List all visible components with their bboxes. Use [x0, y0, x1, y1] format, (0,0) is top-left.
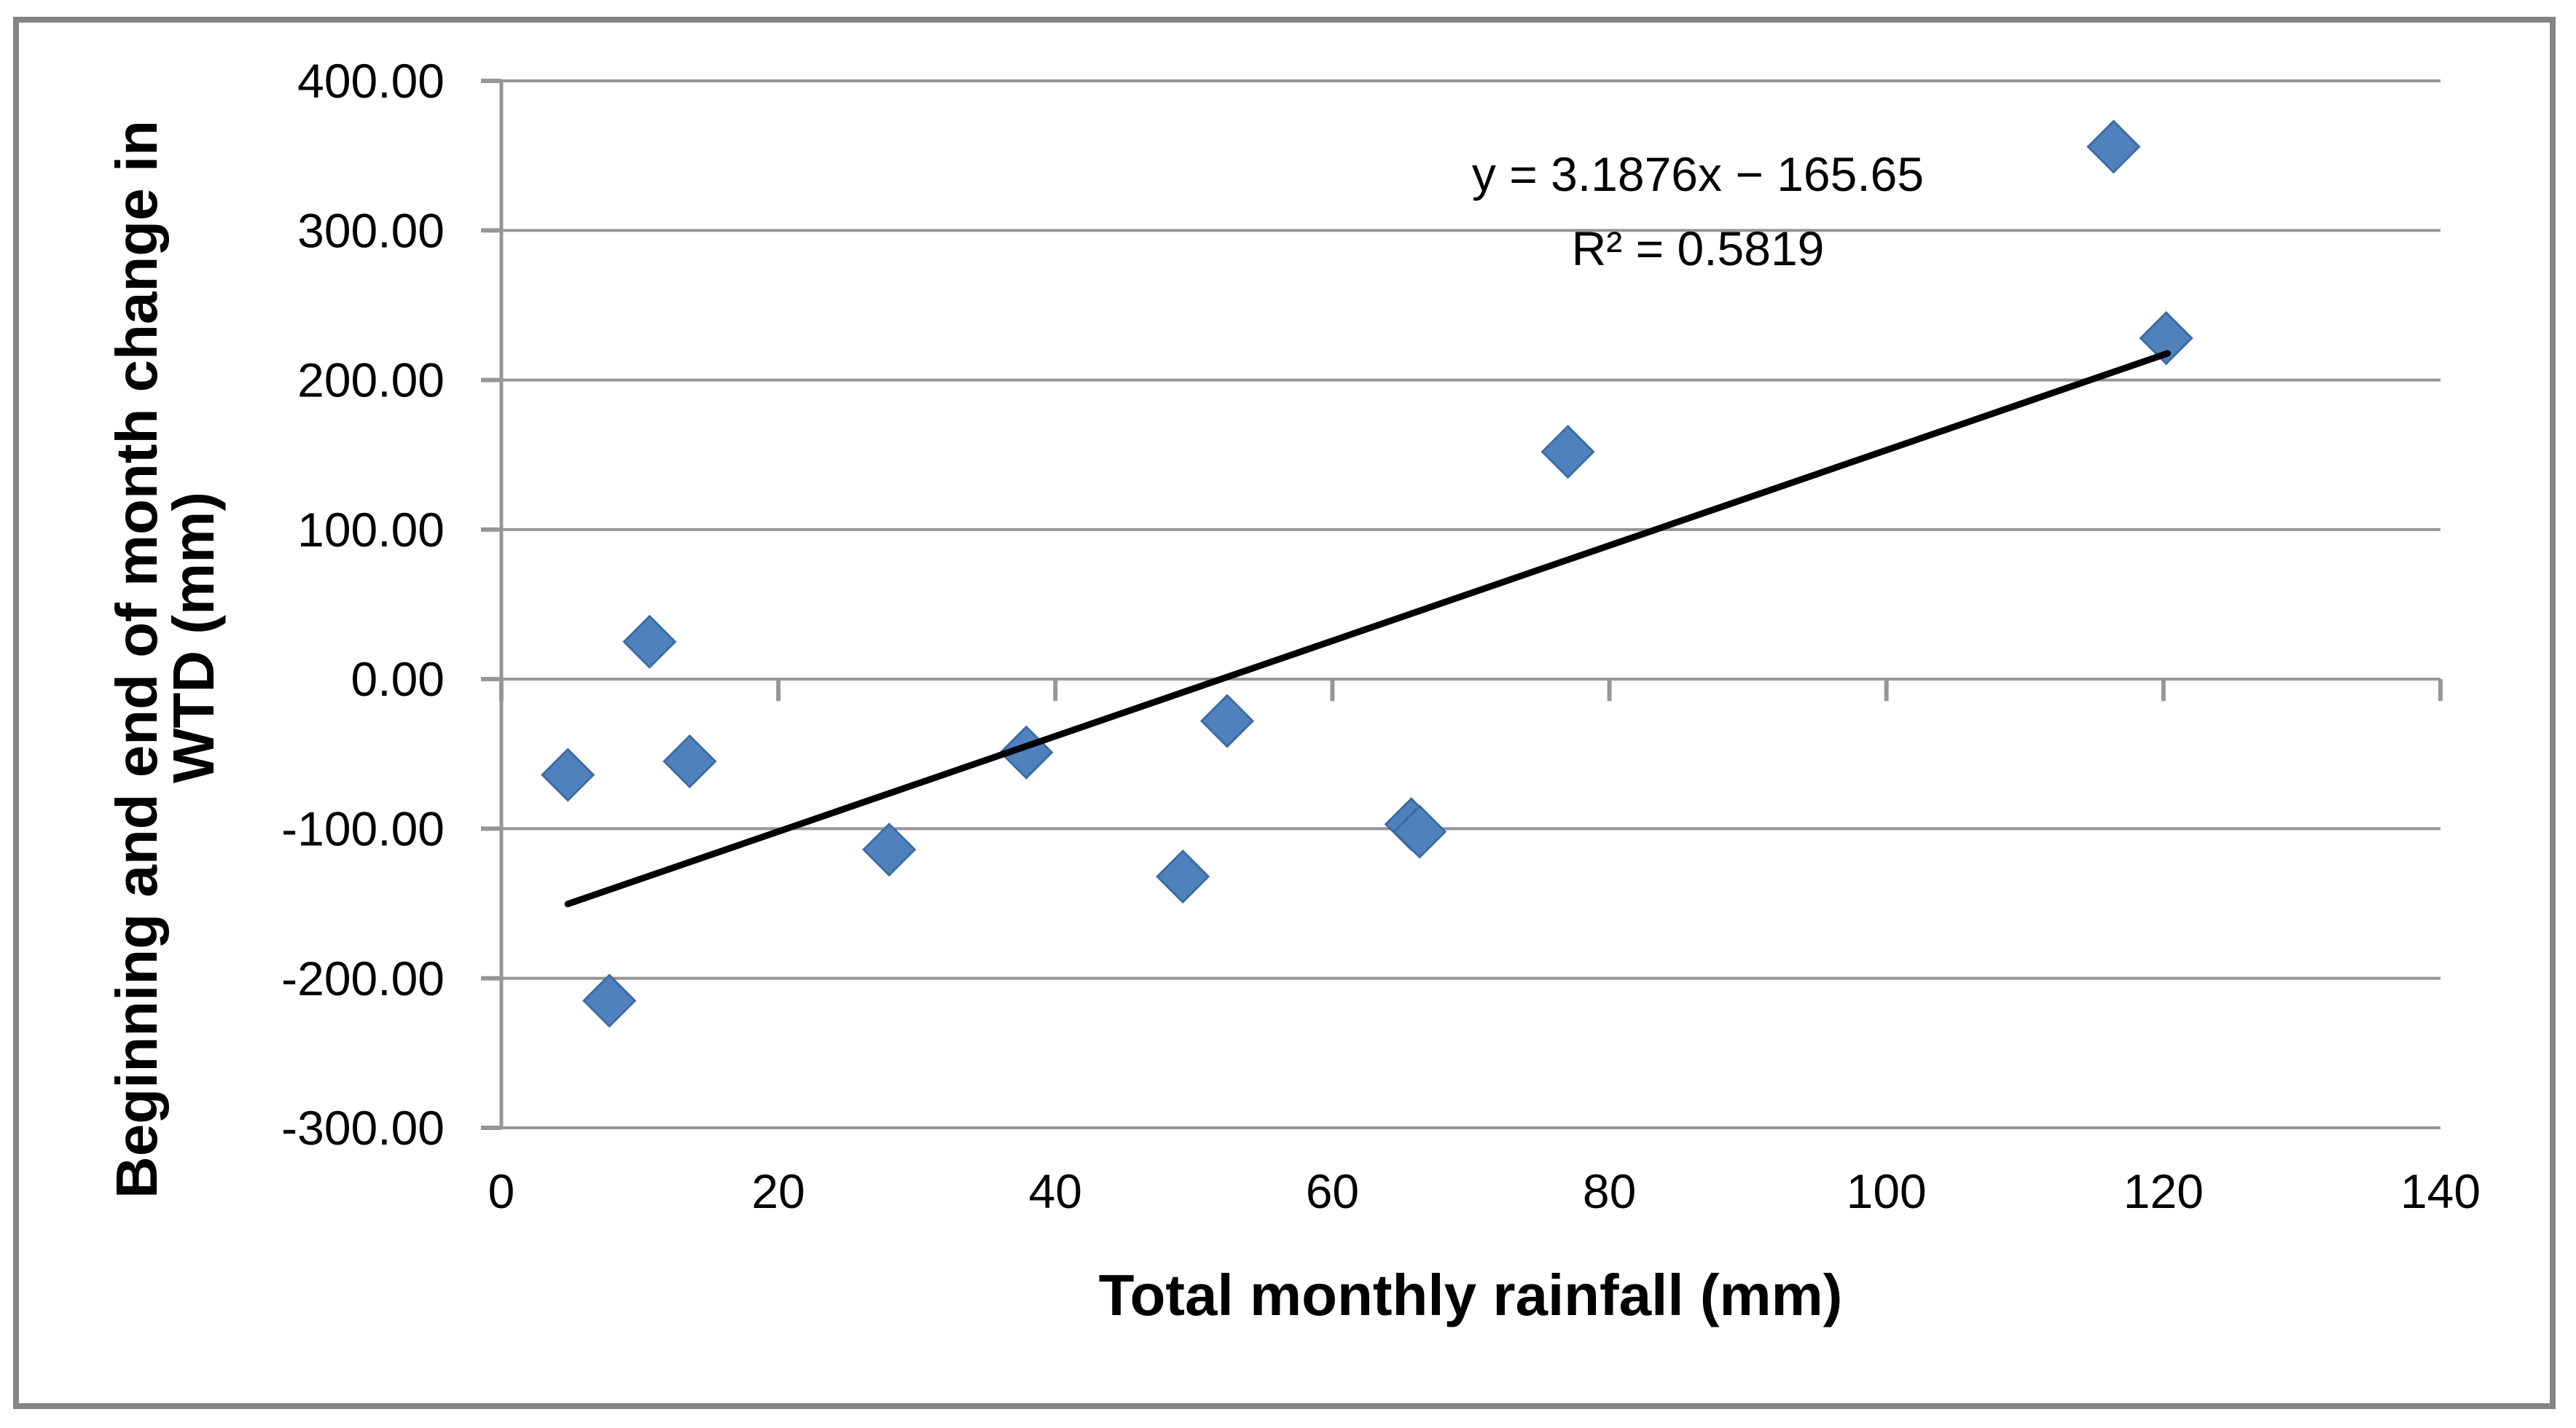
- y-tick-label: -100.00: [281, 802, 445, 856]
- y-axis-title-line2: WTD (mm): [161, 492, 226, 783]
- trendline-layer: [564, 350, 2172, 908]
- trendline-equation: y = 3.1876x − 165.65: [1472, 147, 1924, 201]
- data-point: [622, 614, 677, 669]
- x-tick-label: 40: [1029, 1164, 1082, 1218]
- x-axis-title: Total monthly rainfall (mm): [1099, 1263, 1843, 1327]
- data-point: [1393, 804, 1447, 859]
- y-tick-label: 200.00: [297, 353, 445, 407]
- data-point: [582, 973, 637, 1028]
- trendline: [564, 350, 2172, 908]
- y-axis-title-line1: Beginning and end of month change in: [104, 120, 169, 1198]
- tick-labels: 400.00 300.00 200.00 100.00 0.00 -100.00 -200.…: [281, 54, 2481, 1218]
- y-tick-label: -300.00: [281, 1101, 445, 1155]
- gridlines: [501, 79, 2440, 1129]
- data-point: [1199, 694, 1255, 748]
- data-point: [662, 734, 717, 789]
- x-tick-label: 0: [488, 1164, 515, 1218]
- data-point: [1156, 849, 1210, 904]
- axes: [481, 79, 2443, 1130]
- chart-border: [13, 17, 2556, 1409]
- r-squared-label: R² = 0.5819: [1572, 221, 1825, 275]
- data-point: [862, 823, 917, 877]
- y-tick-label: 300.00: [297, 203, 445, 257]
- y-tick-label: 400.00: [297, 54, 445, 108]
- x-tick-label: 80: [1583, 1164, 1636, 1218]
- data-points: [541, 119, 2193, 1028]
- y-tick-label: -200.00: [281, 952, 445, 1005]
- data-point: [2086, 119, 2141, 174]
- y-tick-label: 100.00: [297, 503, 445, 557]
- x-tick-label: 120: [2123, 1164, 2204, 1218]
- x-tick-label: 60: [1306, 1164, 1359, 1218]
- x-tick-label: 20: [751, 1164, 804, 1218]
- data-point: [2139, 310, 2193, 366]
- x-tick-label: 140: [2400, 1164, 2481, 1218]
- x-tick-label: 100: [1847, 1164, 1927, 1218]
- data-point: [541, 748, 595, 802]
- data-point: [1540, 424, 1595, 479]
- y-tick-label: 0.00: [351, 652, 445, 706]
